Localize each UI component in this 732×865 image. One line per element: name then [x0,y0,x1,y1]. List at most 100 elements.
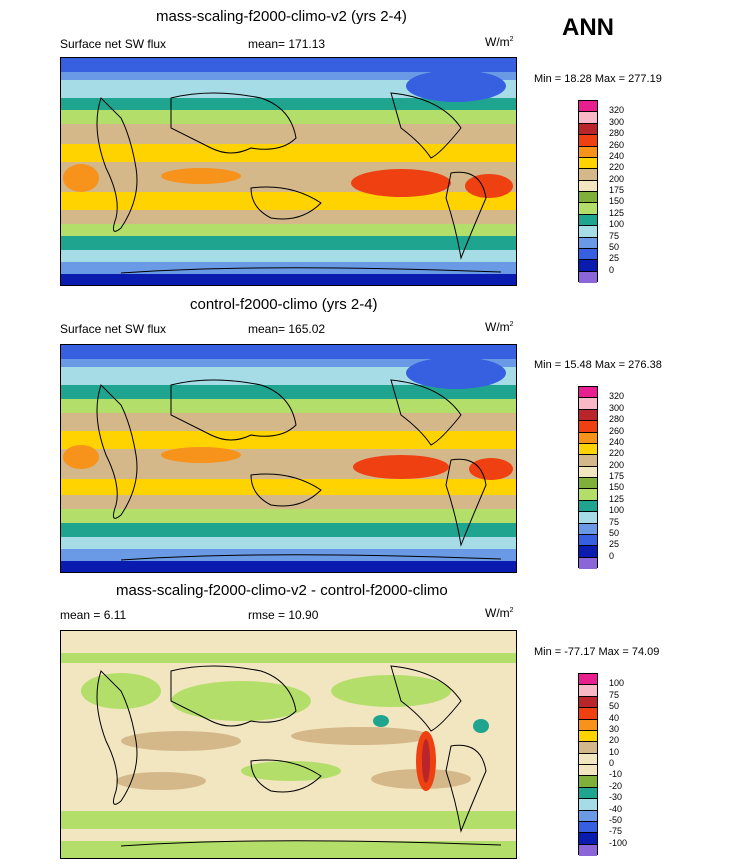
colorbar-tick-label: 175 [609,185,625,195]
colorbar-tick-label: 240 [609,436,625,447]
colorbar-tick-label: 300 [609,116,625,127]
panel-1-unit-label: W/m2 [485,35,514,49]
colorbar-tick-label: 150 [609,482,625,493]
colorbar-cell [579,146,597,158]
colorbar-cell [579,696,597,709]
colorbar-tick-label: 10 [609,746,620,757]
colorbar-cell [579,260,597,272]
colorbar-cell [579,685,597,697]
colorbar-cell [579,443,597,456]
colorbar-tick-label: -50 [609,814,623,825]
colorbar-tick-label: 200 [609,459,625,470]
panel-3-colorbar [578,673,598,856]
panel-2-unit-label: W/m2 [485,320,514,334]
panel-1-mean-label: mean= 171.13 [248,37,326,51]
colorbar-cell [579,523,597,535]
colorbar-cell [579,708,597,720]
colorbar-tick-label: 75 [609,689,620,700]
colorbar-cell [579,765,597,777]
panel-2-variable-label: Surface net SW flux [60,322,167,336]
colorbar-tick-label: 25 [609,539,620,550]
panel-1-map [60,57,517,286]
panel-2-minmax-label: Min = 15.48 Max = 276.38 [534,359,662,371]
colorbar-cell [579,203,597,215]
colorbar-tick-label: 150 [609,196,625,207]
colorbar-tick-label: 100 [609,678,625,689]
colorbar-tick-label: 280 [609,128,625,139]
colorbar-cell [579,169,597,181]
colorbar-cell [579,719,597,731]
colorbar-tick-label: 125 [609,493,625,504]
panel-3-title: mass-scaling-f2000-climo-v2 - control-f2… [116,582,448,599]
colorbar-cell [579,753,597,765]
panel-3-minmax-label: Min = -77.17 Max = 74.09 [534,646,660,658]
colorbar-tick-label: 300 [609,402,625,413]
colorbar-tick-label: -10 [609,769,623,780]
panel-1-minmax-label: Min = 18.28 Max = 277.19 [534,73,662,85]
colorbar-cell [579,489,597,501]
colorbar-cell [579,421,597,433]
colorbar-tick-label: 260 [609,425,625,436]
colorbar-cell [579,226,597,238]
colorbar-cell [579,821,597,834]
colorbar-cell [579,157,597,170]
colorbar-tick-label: 320 [609,105,625,116]
colorbar-cell [579,101,597,113]
colorbar-cell [579,180,597,192]
colorbar-cell [579,478,597,490]
colorbar-cell [579,192,597,204]
colorbar-tick-label: 220 [609,162,625,173]
colorbar-cell [579,112,597,124]
colorbar-cell [579,237,597,249]
colorbar-tick-label: 30 [609,723,620,734]
panel-1-variable-label: Surface net SW flux [60,37,167,51]
colorbar-cell [579,833,597,845]
colorbar-tick-label: 240 [609,150,625,161]
colorbar-tick-label: -100 [609,837,628,848]
colorbar-cell [579,455,597,467]
colorbar-tick-label: 50 [609,701,620,712]
colorbar-cell [579,398,597,410]
colorbar-cell [579,844,597,856]
colorbar-tick-label: 320 [609,391,625,402]
colorbar-cell [579,387,597,399]
colorbar-tick-label: 0 [609,264,615,275]
colorbar-tick-label: 220 [609,448,625,459]
colorbar-cell [579,799,597,811]
panel-3-map [60,630,517,859]
colorbar-cell [579,500,597,513]
colorbar-tick-label: 100 [609,505,625,516]
colorbar-tick-label: 0 [609,758,615,768]
panel-2-mean-label: mean= 165.02 [248,322,326,336]
colorbar-tick-label: -40 [609,803,623,814]
colorbar-cell [579,546,597,558]
colorbar-cell [579,248,597,261]
colorbar-tick-label: 200 [609,173,625,184]
colorbar-cell [579,466,597,478]
panel-2-map [60,344,517,573]
colorbar-cell [579,776,597,788]
colorbar-cell [579,730,597,743]
colorbar-cell [579,534,597,547]
colorbar-tick-label: 50 [609,241,620,252]
panel-2-title: control-f2000-climo (yrs 2-4) [190,296,378,313]
colorbar-tick-label: 125 [609,207,625,218]
colorbar-tick-label: 175 [609,471,625,481]
colorbar-tick-label: -30 [609,792,623,803]
panel-3-mean-label: mean = 6.11 [60,608,127,622]
colorbar-tick-label: 260 [609,139,625,150]
panel-3-rmse-label: rmse = 10.90 [248,608,319,622]
colorbar-cell [579,135,597,147]
colorbar-tick-label: 75 [609,516,620,527]
panel-3-unit-label: W/m2 [485,606,514,620]
colorbar-cell [579,432,597,444]
colorbar-cell [579,512,597,524]
colorbar-tick-label: -20 [609,780,623,791]
colorbar-tick-label: 75 [609,230,620,241]
colorbar-tick-label: 20 [609,735,620,746]
colorbar-tick-label: -75 [609,826,623,837]
colorbar-tick-label: 280 [609,414,625,425]
colorbar-cell [579,674,597,686]
colorbar-tick-label: 50 [609,527,620,538]
colorbar-cell [579,123,597,136]
